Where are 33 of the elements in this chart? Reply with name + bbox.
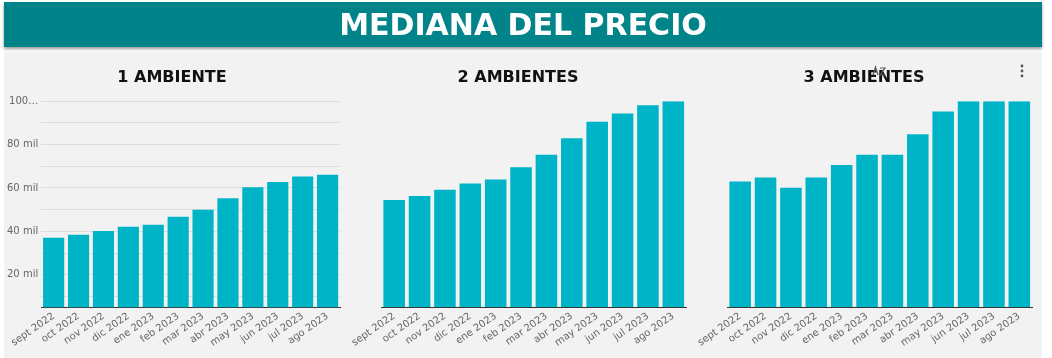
bar	[586, 121, 608, 308]
chart-title: 3 AMBIENTES	[803, 66, 925, 86]
bar	[754, 177, 777, 308]
bar	[830, 165, 853, 308]
bar	[856, 154, 878, 308]
y-tick-label: 20 mil	[7, 268, 39, 280]
bar	[983, 101, 1005, 308]
bar	[662, 101, 685, 308]
bar	[957, 101, 980, 308]
bar	[510, 167, 532, 308]
bar	[805, 177, 828, 308]
y-tick-label: 60 mil	[7, 181, 39, 193]
bar	[729, 181, 751, 308]
text: MEDIANA DEL PRECIO	[339, 7, 707, 42]
bar	[780, 187, 802, 308]
chart-title: 1 AMBIENTE	[117, 66, 227, 86]
bar	[881, 154, 904, 308]
bar	[611, 113, 634, 308]
y-tick-label: 100…	[9, 94, 39, 106]
bar	[1008, 101, 1031, 308]
bar	[434, 189, 456, 308]
bar	[383, 200, 405, 308]
chart-title: 2 AMBIENTES	[457, 66, 579, 86]
y-tick-label: 80 mil	[7, 138, 39, 150]
bar	[535, 154, 558, 308]
bar	[932, 111, 954, 308]
bar	[408, 195, 431, 308]
bar	[484, 179, 507, 308]
y-tick-label: 40 mil	[7, 224, 39, 236]
bar	[459, 183, 482, 308]
bar	[561, 138, 583, 308]
bar	[907, 134, 929, 308]
bar	[637, 105, 659, 308]
